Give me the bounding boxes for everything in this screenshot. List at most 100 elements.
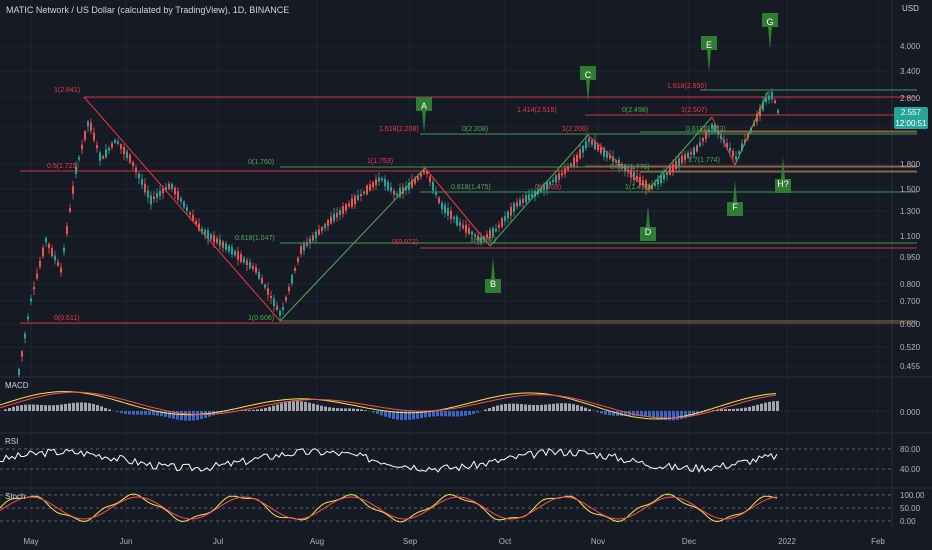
candle-body	[354, 195, 356, 205]
macd-histogram-bar	[768, 401, 771, 411]
macd-histogram-bar	[76, 402, 79, 411]
macd-histogram-bar	[108, 409, 111, 411]
macd-histogram-bar	[452, 411, 455, 417]
macd-histogram-bar	[68, 403, 71, 411]
candle-body	[378, 177, 380, 182]
candle-body	[612, 156, 614, 162]
macd-histogram-bar	[408, 411, 411, 420]
stoch-axis-label: 0.00	[900, 517, 916, 526]
macd-histogram-bar	[64, 403, 67, 411]
time-tick-label: Nov	[591, 537, 605, 546]
candle-body	[729, 148, 731, 152]
candle-body	[447, 208, 449, 216]
candle-body	[756, 114, 758, 122]
fib-level-label: 1.618(2.208)	[379, 126, 419, 133]
fib-level-label: 0.5(1.725)	[47, 163, 79, 170]
macd-histogram-bar	[312, 403, 315, 411]
candle-body	[441, 202, 443, 210]
candle-body	[711, 123, 713, 130]
macd-histogram-bar	[396, 411, 399, 420]
candle-body	[120, 144, 122, 150]
wave-label: H?	[777, 179, 789, 189]
macd-histogram-bar	[404, 411, 407, 421]
macd-histogram-bar	[16, 405, 19, 411]
candle-body	[396, 193, 398, 196]
candle-body	[627, 169, 629, 173]
candle-body	[72, 186, 74, 194]
candle-body	[540, 188, 542, 192]
macd-histogram-bar	[392, 411, 395, 419]
macd-histogram-bar	[684, 411, 687, 419]
candle-body	[189, 212, 191, 215]
candle-body	[450, 210, 452, 220]
macd-histogram-bar	[296, 401, 299, 411]
candle-body	[777, 110, 779, 114]
candle-body	[384, 178, 386, 187]
candle-body	[513, 203, 515, 212]
macd-histogram-bar	[48, 405, 51, 411]
macd-histogram-bar	[364, 410, 367, 411]
candle-body	[633, 171, 635, 181]
wave-marker	[485, 257, 501, 293]
candle-body	[45, 237, 47, 243]
candle-body	[459, 222, 461, 226]
rsi-axis-label: 80.00	[900, 445, 921, 454]
candle-body	[726, 143, 728, 148]
macd-histogram-bar	[692, 411, 695, 416]
candle-body	[336, 212, 338, 218]
candle-body	[309, 238, 311, 244]
candle-body	[228, 245, 230, 252]
candle-body	[180, 198, 182, 202]
macd-histogram-bar	[664, 411, 667, 421]
candle-body	[549, 181, 551, 185]
macd-histogram-bar	[756, 404, 759, 411]
macd-histogram-bar	[508, 403, 511, 411]
candle-body	[249, 262, 251, 269]
candle-body	[42, 247, 44, 257]
candle-body	[582, 145, 584, 153]
macd-histogram-bar	[388, 411, 391, 418]
fib-level-label: 1(2.507)	[681, 107, 707, 114]
candle-body	[171, 183, 173, 190]
macd-histogram-bar	[552, 403, 555, 411]
macd-histogram-bar	[184, 411, 187, 421]
fib-level-label: 1(2.206)	[562, 126, 588, 133]
candle-body	[510, 206, 512, 216]
macd-histogram-bar	[84, 402, 87, 411]
candle-body	[558, 173, 560, 180]
macd-histogram-bar	[152, 411, 155, 416]
macd-histogram-bar	[748, 406, 751, 411]
candle-body	[270, 295, 272, 299]
candle-body	[360, 193, 362, 197]
candle-body	[330, 216, 332, 224]
candle-body	[273, 298, 275, 307]
candle-body	[534, 190, 536, 197]
candle-body	[324, 223, 326, 229]
chart-title: MATIC Network / US Dollar (calculated by…	[6, 5, 290, 15]
candle-body	[165, 187, 167, 191]
macd-histogram-bar	[496, 405, 499, 411]
macd-histogram-bar	[188, 411, 191, 421]
wave-marker	[580, 66, 596, 102]
macd-histogram-bar	[776, 401, 779, 411]
candle-body	[33, 286, 35, 290]
macd-histogram-bar	[520, 404, 523, 411]
macd-histogram-bar	[532, 404, 535, 411]
price-tick-label: 0.600	[900, 320, 921, 329]
macd-histogram-bar	[12, 406, 15, 411]
macd-histogram-bar	[32, 404, 35, 411]
macd-histogram-bar	[56, 404, 59, 411]
macd-histogram-bar	[668, 411, 671, 421]
candle-body	[561, 172, 563, 176]
candle-body	[261, 278, 263, 284]
time-tick-label: Dec	[682, 537, 696, 546]
macd-histogram-bar	[772, 401, 775, 411]
macd-histogram-bar	[260, 408, 263, 411]
price-tick-label: 2.800	[900, 94, 921, 103]
wave-label: G	[766, 17, 773, 27]
candle-body	[402, 186, 404, 194]
time-tick-label: Feb	[871, 537, 885, 546]
candle-body	[684, 154, 686, 161]
candle-body	[699, 142, 701, 146]
